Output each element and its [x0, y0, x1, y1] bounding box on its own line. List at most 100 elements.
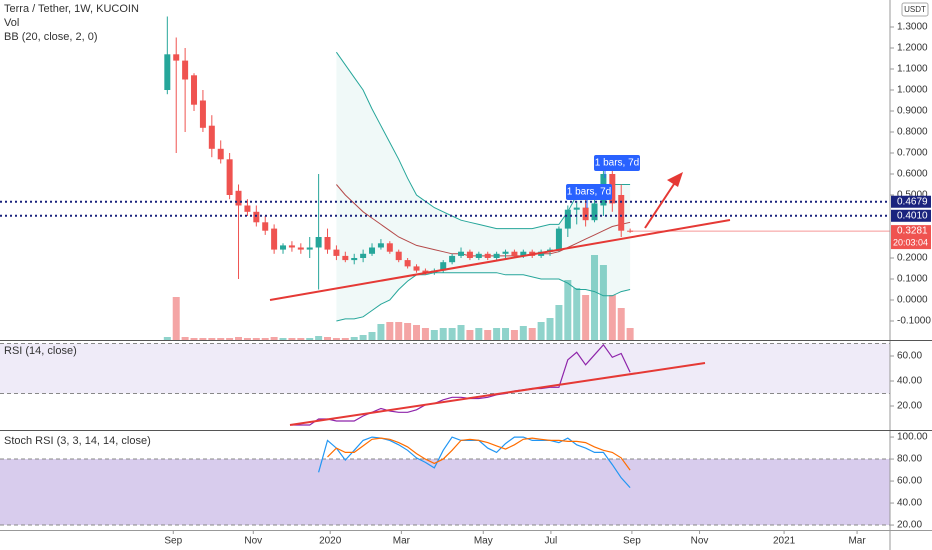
candle-body: [235, 190, 242, 206]
y-tick-label: 0.8000: [897, 127, 928, 138]
volume-bar: [510, 330, 518, 340]
candle-body: [520, 251, 527, 256]
volume-bar: [199, 338, 207, 340]
volume-bar: [350, 337, 358, 340]
annotation-box: [594, 155, 640, 171]
candle-body: [297, 247, 304, 250]
candle-body: [466, 251, 473, 258]
y-tick-label: 1.0000: [897, 85, 928, 96]
candle-body: [191, 75, 198, 105]
x-tick-label: Nov: [244, 536, 262, 547]
volume-bar: [484, 330, 492, 340]
bb-lower: [336, 272, 631, 322]
volume-bar: [297, 338, 305, 340]
volume-bar: [217, 338, 225, 340]
currency-box: [901, 2, 929, 17]
x-tick-label: May: [474, 536, 493, 547]
annotation-box: [566, 184, 612, 200]
volume-bar: [332, 338, 340, 340]
volume-bar: [546, 318, 554, 340]
volume-bar: [341, 338, 349, 340]
candle-body: [475, 253, 482, 258]
volume-bar: [457, 325, 465, 340]
y-tick-label: 60.00: [897, 351, 922, 362]
volume-bar: [243, 338, 251, 340]
volume-bar: [270, 337, 278, 340]
candle-body: [306, 247, 313, 250]
candle-body: [369, 247, 376, 254]
last-price-box: [891, 225, 931, 250]
bb-fill: [336, 52, 631, 321]
annotation: 1 bars, 7d: [595, 158, 639, 169]
y-tick-label: 1.2000: [897, 43, 928, 54]
volume-bar: [181, 337, 189, 340]
y-tick-label: 0.7000: [897, 148, 928, 159]
y-tick-label: 40.00: [897, 498, 922, 509]
candle-body: [271, 228, 278, 250]
y-tick-label: 0.9000: [897, 106, 928, 117]
trend-line: [269, 219, 731, 301]
volume-bar: [395, 322, 403, 340]
y-tick-label: 1.3000: [897, 22, 928, 33]
volume-bar: [208, 338, 216, 340]
candle-body: [413, 266, 420, 271]
candle-body: [618, 194, 625, 231]
candle-body: [395, 251, 402, 261]
volume-bar: [528, 328, 536, 340]
currency: USDT: [904, 5, 926, 14]
x-tick-label: Sep: [623, 536, 641, 547]
volume-bar: [626, 328, 634, 340]
volume-bar: [190, 338, 198, 340]
candle-body: [502, 251, 509, 254]
candle-body: [582, 207, 589, 221]
candle-body: [164, 54, 171, 91]
price-line-label: 0.4679: [897, 196, 928, 207]
volume-bar: [377, 324, 385, 340]
candle-body: [458, 251, 465, 256]
volume-bar: [617, 308, 625, 340]
x-tick-label: Mar: [848, 536, 866, 547]
candle-body: [280, 245, 287, 250]
x-tick-label: 2021: [773, 536, 796, 547]
volume-label: Vol: [4, 17, 19, 29]
volume-bar: [555, 305, 563, 340]
rsi-trend-line: [289, 362, 706, 426]
volume-bar: [386, 322, 394, 340]
y-tick-label: 0.5000: [897, 190, 928, 201]
candle-body: [386, 243, 393, 252]
candle-body: [591, 203, 598, 221]
candle-body: [253, 211, 260, 223]
candle-body: [440, 262, 447, 271]
volume-bar: [599, 265, 607, 340]
candle-body: [484, 253, 491, 258]
volume-bar: [439, 328, 447, 340]
band-fill: [0, 343, 890, 394]
x-tick-label: Nov: [691, 536, 709, 547]
volume-bar: [564, 280, 572, 340]
candle-body: [244, 205, 251, 212]
volume-bar: [324, 337, 332, 340]
candle-body: [493, 253, 500, 258]
y-tick-label: 100.00: [897, 432, 928, 443]
volume-bar: [359, 335, 367, 340]
symbol-title: Terra / Tether, 1W, KUCOIN: [4, 3, 139, 15]
candle-body: [404, 260, 411, 267]
candle-body: [609, 174, 616, 204]
y-tick-label: 80.00: [897, 454, 922, 465]
volume-bar: [163, 337, 171, 340]
volume-bar: [475, 328, 483, 340]
candle-body: [342, 255, 349, 261]
candle-body: [217, 148, 224, 160]
y-tick-label: 60.00: [897, 476, 922, 487]
volume-bar: [288, 338, 296, 340]
volume-bar: [502, 328, 510, 340]
x-tick-label: Sep: [164, 536, 182, 547]
y-tick-label: -0.1000: [897, 316, 931, 327]
candle-body: [564, 209, 571, 229]
candle-body: [173, 54, 180, 61]
candle-body: [333, 249, 340, 256]
candle-body: [288, 245, 295, 248]
volume-bar: [368, 332, 376, 340]
annotation: 1 bars, 7d: [567, 187, 611, 198]
x-tick-label: 2020: [319, 536, 342, 547]
